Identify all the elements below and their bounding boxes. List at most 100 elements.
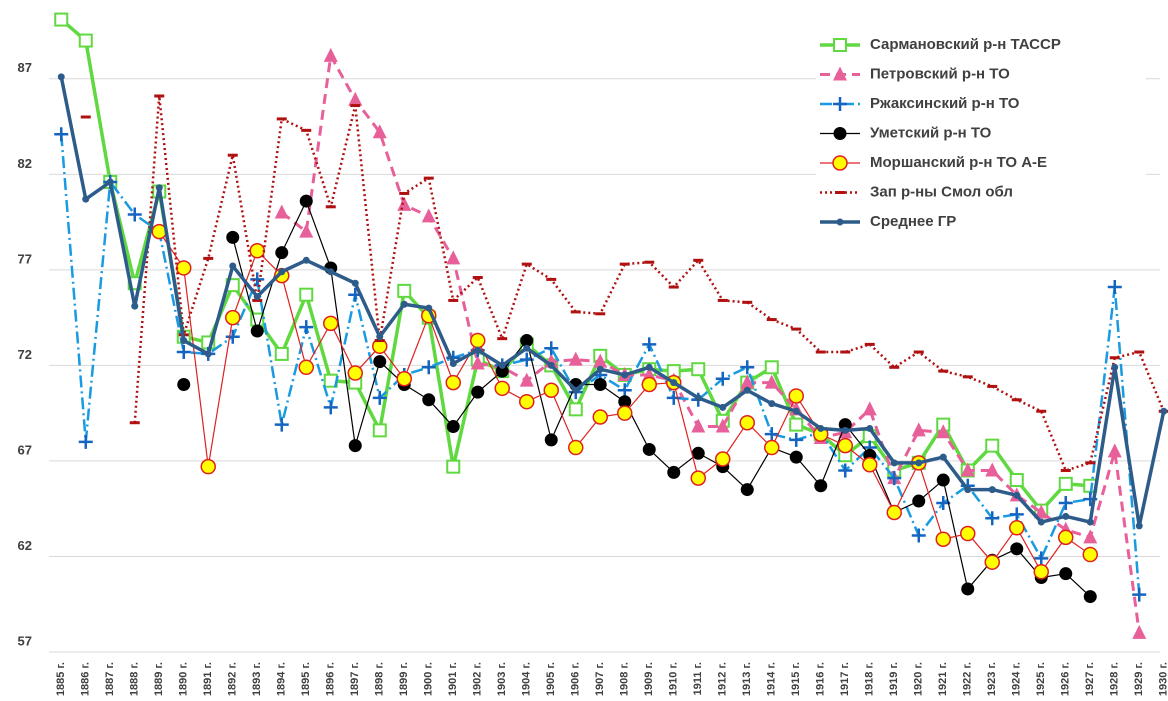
x-tick-label: 1889 г. <box>153 662 165 696</box>
data-point <box>421 208 436 223</box>
y-tick-label: 67 <box>18 442 32 457</box>
data-point <box>472 276 483 279</box>
data-point <box>425 304 433 312</box>
x-tick-label: 1902 г. <box>472 662 484 696</box>
legend-item: Зап р-ны Смол обл <box>816 180 1146 205</box>
data-point <box>446 459 461 474</box>
legend-item: Ржаксинский р-н ТО <box>816 92 1146 116</box>
data-point <box>523 344 531 352</box>
data-point <box>568 402 583 417</box>
data-point <box>644 260 655 264</box>
legend-marker <box>833 66 847 81</box>
data-point <box>203 256 214 260</box>
legend-label: Моршанский р-н ТО А-Е <box>870 154 1047 171</box>
data-point <box>106 178 114 186</box>
data-point <box>717 298 728 302</box>
x-tick-label: 1921 г. <box>937 662 949 696</box>
data-point <box>325 205 336 209</box>
data-point <box>985 462 1000 477</box>
data-point <box>448 298 459 302</box>
x-tick-label: 1909 г. <box>643 662 655 696</box>
data-point <box>743 386 751 394</box>
data-point <box>1059 567 1073 581</box>
data-point <box>1085 461 1096 465</box>
data-point <box>815 350 826 354</box>
data-point <box>520 334 534 348</box>
data-point <box>617 405 633 421</box>
data-point <box>715 418 730 433</box>
x-tick-label: 1922 г. <box>962 662 974 696</box>
data-point <box>911 528 926 543</box>
data-point <box>470 355 485 370</box>
data-point <box>913 350 924 354</box>
y-tick-label: 62 <box>18 538 32 553</box>
data-point <box>396 371 412 387</box>
data-point <box>204 350 212 358</box>
data-point <box>449 359 457 367</box>
x-tick-label: 1907 г. <box>594 662 606 696</box>
data-point <box>719 403 727 411</box>
series-line <box>232 200 1091 598</box>
data-point <box>351 279 359 287</box>
x-tick-label: 1906 г. <box>570 662 582 696</box>
x-tick-label: 1899 г. <box>398 662 410 696</box>
data-point <box>740 374 755 389</box>
x-tick-label: 1925 г. <box>1035 662 1047 696</box>
data-point <box>961 582 975 596</box>
data-point <box>838 418 852 432</box>
x-tick-label: 1905 г. <box>545 662 557 696</box>
data-point <box>670 379 678 387</box>
data-point <box>841 426 849 434</box>
data-point <box>445 374 461 391</box>
data-point <box>376 333 384 341</box>
data-point <box>789 432 804 447</box>
data-point <box>1036 409 1047 413</box>
data-point <box>593 353 608 368</box>
data-point <box>1134 350 1145 354</box>
data-point <box>791 327 802 331</box>
data-point <box>693 258 704 262</box>
data-point <box>935 531 951 548</box>
data-point <box>546 277 557 281</box>
x-tick-label: 1914 г. <box>766 662 778 696</box>
data-point <box>471 385 485 399</box>
x-tick-label: 1896 г. <box>325 662 337 696</box>
data-point <box>397 196 412 211</box>
data-point <box>544 341 559 356</box>
legend-bg <box>816 121 1146 146</box>
data-point <box>1034 504 1049 519</box>
data-point <box>864 342 875 346</box>
data-point <box>1160 407 1168 415</box>
data-point <box>323 315 339 332</box>
data-point <box>227 153 238 157</box>
data-point <box>521 262 532 266</box>
data-point <box>595 312 606 316</box>
legend-bg <box>816 210 1146 234</box>
legend-label: Сармановский р-н ТАССР <box>870 36 1061 53</box>
data-point <box>764 374 779 389</box>
data-point <box>544 433 558 447</box>
data-point <box>225 329 240 344</box>
data-point <box>666 390 681 405</box>
x-tick-label: 1928 г. <box>1109 662 1121 696</box>
data-point <box>226 230 240 244</box>
data-point <box>1009 520 1025 536</box>
data-point <box>1107 443 1122 458</box>
data-point <box>299 194 313 208</box>
data-point <box>1009 473 1024 488</box>
data-point <box>57 73 65 81</box>
data-point <box>372 124 387 139</box>
data-point <box>82 195 90 203</box>
x-tick-label: 1891 г. <box>202 662 214 696</box>
data-point <box>1083 590 1097 604</box>
data-point <box>572 386 580 394</box>
legend-label: Уметский р-н ТО <box>870 124 992 141</box>
data-point <box>373 355 387 369</box>
data-point <box>889 365 900 369</box>
data-point <box>642 366 657 381</box>
data-point <box>498 361 506 369</box>
data-point <box>1058 476 1073 491</box>
data-point <box>960 525 976 542</box>
